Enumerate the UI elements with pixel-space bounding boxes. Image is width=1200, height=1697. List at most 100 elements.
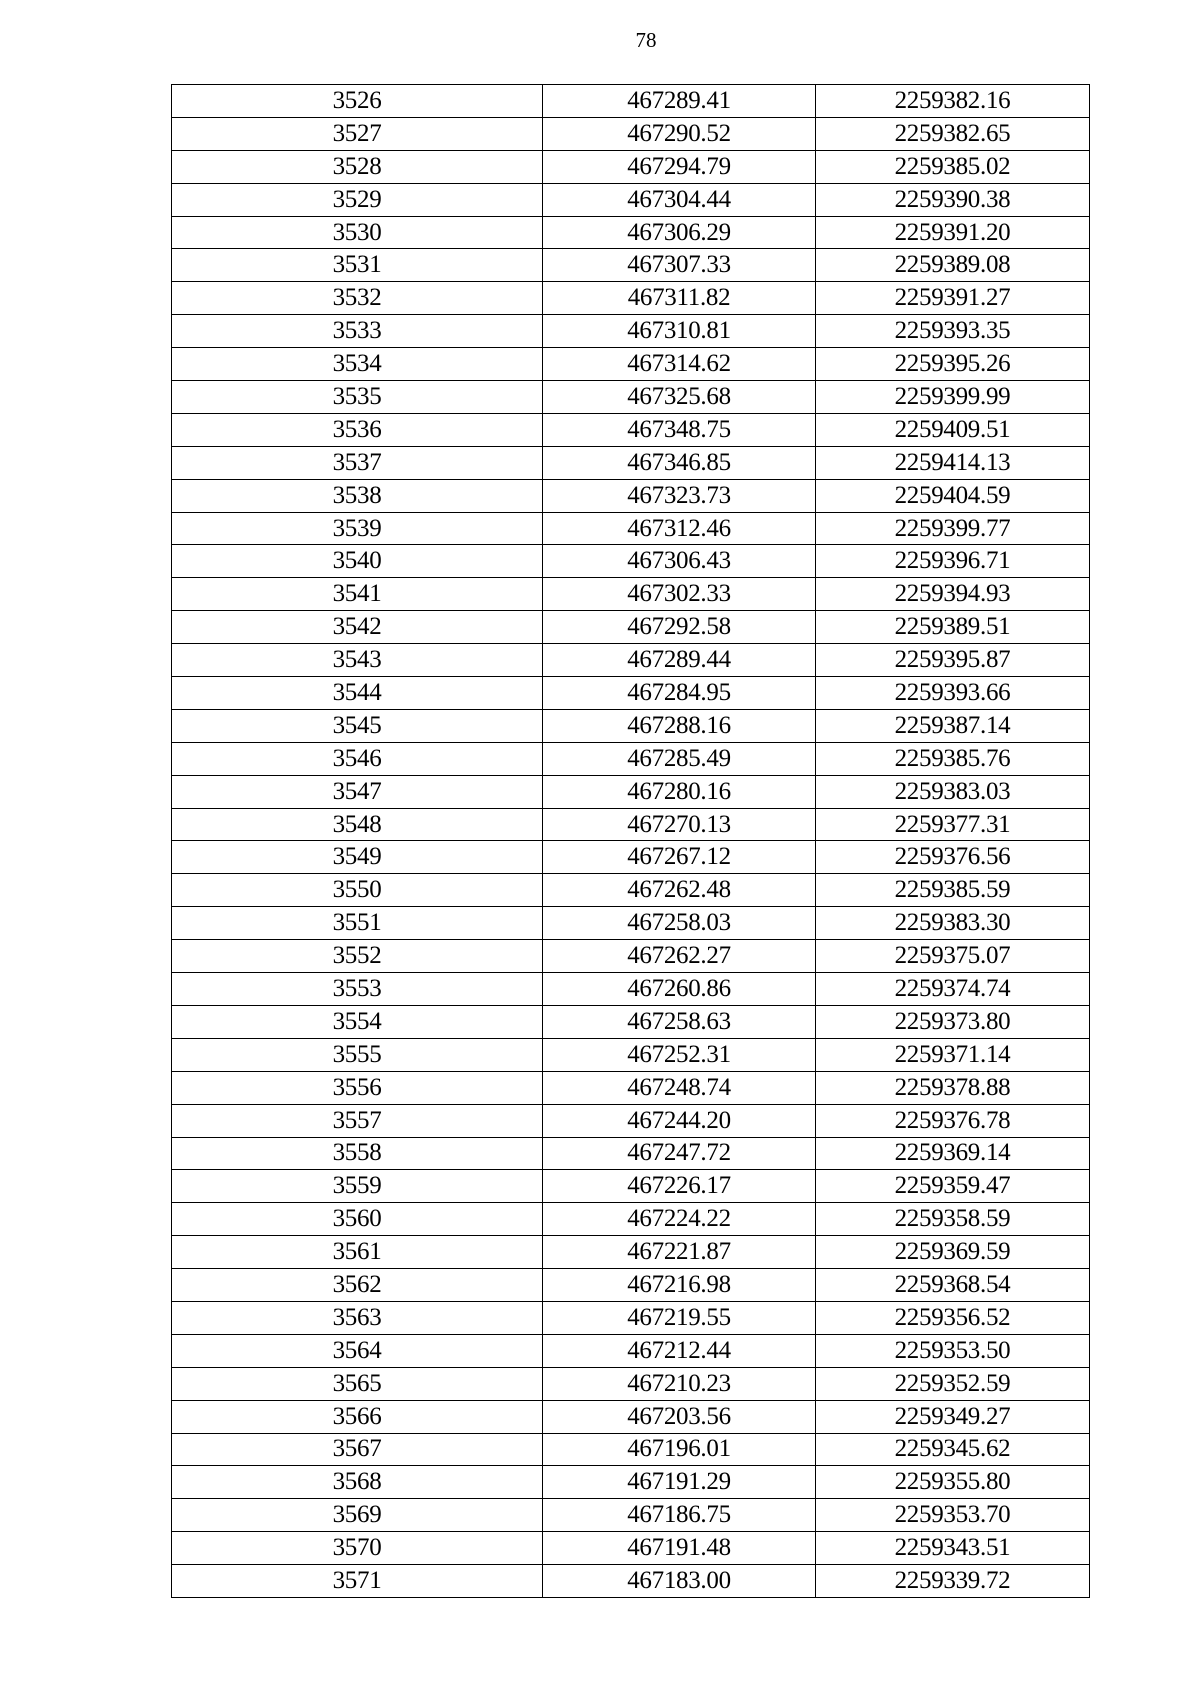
table-row: 3563 467219.55 2259356.52 <box>171 1300 1090 1335</box>
y-coordinate-cell: 2259345.62 <box>815 1432 1090 1467</box>
point-id-cell: 3526 <box>171 84 543 118</box>
table-row: 3561 467221.87 2259369.59 <box>171 1235 1090 1270</box>
x-coordinate-cell: 467284.95 <box>542 676 816 710</box>
x-coordinate-cell: 467307.33 <box>542 248 816 283</box>
table-row: 3545 467288.16 2259387.14 <box>171 708 1090 743</box>
x-coordinate-cell: 467252.31 <box>542 1037 816 1072</box>
table-row: 3538 467323.73 2259404.59 <box>171 478 1090 513</box>
y-coordinate-cell: 2259377.31 <box>815 807 1090 842</box>
point-id-cell: 3528 <box>171 149 543 184</box>
table-row: 3551 467258.03 2259383.30 <box>171 906 1090 941</box>
table-row: 3553 467260.86 2259374.74 <box>171 972 1090 1006</box>
point-id-cell: 3571 <box>171 1564 543 1598</box>
point-id-cell: 3554 <box>171 1004 543 1039</box>
y-coordinate-cell: 2259387.14 <box>815 708 1090 743</box>
y-coordinate-cell: 2259382.65 <box>815 116 1090 151</box>
x-coordinate-cell: 467224.22 <box>542 1202 816 1237</box>
y-coordinate-cell: 2259358.59 <box>815 1202 1090 1237</box>
y-coordinate-cell: 2259352.59 <box>815 1366 1090 1401</box>
x-coordinate-cell: 467244.20 <box>542 1103 816 1138</box>
point-id-cell: 3564 <box>171 1333 543 1368</box>
point-id-cell: 3558 <box>171 1136 543 1171</box>
point-id-cell: 3551 <box>171 906 543 941</box>
point-id-cell: 3557 <box>171 1103 543 1138</box>
table-row: 3568 467191.29 2259355.80 <box>171 1465 1090 1500</box>
y-coordinate-cell: 2259385.02 <box>815 149 1090 184</box>
point-id-cell: 3529 <box>171 182 543 217</box>
y-coordinate-cell: 2259395.26 <box>815 347 1090 382</box>
x-coordinate-cell: 467186.75 <box>542 1498 816 1533</box>
point-id-cell: 3537 <box>171 445 543 480</box>
table-row: 3560 467224.22 2259358.59 <box>171 1202 1090 1237</box>
table-row: 3562 467216.98 2259368.54 <box>171 1268 1090 1302</box>
table-row: 3535 467325.68 2259399.99 <box>171 380 1090 414</box>
y-coordinate-cell: 2259383.03 <box>815 774 1090 809</box>
point-id-cell: 3562 <box>171 1268 543 1302</box>
point-id-cell: 3568 <box>171 1465 543 1500</box>
point-id-cell: 3530 <box>171 215 543 250</box>
table-row: 3536 467348.75 2259409.51 <box>171 412 1090 447</box>
table-row: 3552 467262.27 2259375.07 <box>171 939 1090 974</box>
x-coordinate-cell: 467325.68 <box>542 380 816 414</box>
point-id-cell: 3542 <box>171 610 543 645</box>
x-coordinate-cell: 467304.44 <box>542 182 816 217</box>
y-coordinate-cell: 2259343.51 <box>815 1531 1090 1566</box>
x-coordinate-cell: 467219.55 <box>542 1300 816 1335</box>
point-id-cell: 3538 <box>171 478 543 513</box>
table-row: 3527 467290.52 2259382.65 <box>171 116 1090 151</box>
x-coordinate-cell: 467248.74 <box>542 1070 816 1105</box>
table-row: 3566 467203.56 2259349.27 <box>171 1399 1090 1434</box>
x-coordinate-cell: 467267.12 <box>542 840 816 875</box>
table-row: 3571 467183.00 2259339.72 <box>171 1564 1090 1598</box>
point-id-cell: 3548 <box>171 807 543 842</box>
y-coordinate-cell: 2259399.99 <box>815 380 1090 414</box>
point-id-cell: 3536 <box>171 412 543 447</box>
x-coordinate-cell: 467226.17 <box>542 1169 816 1204</box>
table-row: 3529 467304.44 2259390.38 <box>171 182 1090 217</box>
point-id-cell: 3527 <box>171 116 543 151</box>
x-coordinate-cell: 467212.44 <box>542 1333 816 1368</box>
y-coordinate-cell: 2259391.20 <box>815 215 1090 250</box>
coordinates-table: 3526 467289.41 2259382.16 3527 467290.52 2259… <box>171 84 1090 1598</box>
point-id-cell: 3535 <box>171 380 543 414</box>
x-coordinate-cell: 467262.48 <box>542 873 816 908</box>
point-id-cell: 3569 <box>171 1498 543 1533</box>
x-coordinate-cell: 467310.81 <box>542 314 816 349</box>
table-row: 3564 467212.44 2259353.50 <box>171 1333 1090 1368</box>
y-coordinate-cell: 2259382.16 <box>815 84 1090 118</box>
y-coordinate-cell: 2259371.14 <box>815 1037 1090 1072</box>
table-row: 3537 467346.85 2259414.13 <box>171 445 1090 480</box>
x-coordinate-cell: 467323.73 <box>542 478 816 513</box>
y-coordinate-cell: 2259409.51 <box>815 412 1090 447</box>
y-coordinate-cell: 2259355.80 <box>815 1465 1090 1500</box>
x-coordinate-cell: 467216.98 <box>542 1268 816 1302</box>
y-coordinate-cell: 2259376.78 <box>815 1103 1090 1138</box>
table-row: 3542 467292.58 2259389.51 <box>171 610 1090 645</box>
y-coordinate-cell: 2259393.35 <box>815 314 1090 349</box>
point-id-cell: 3555 <box>171 1037 543 1072</box>
x-coordinate-cell: 467191.48 <box>542 1531 816 1566</box>
x-coordinate-cell: 467302.33 <box>542 577 816 612</box>
point-id-cell: 3544 <box>171 676 543 710</box>
point-id-cell: 3531 <box>171 248 543 283</box>
y-coordinate-cell: 2259404.59 <box>815 478 1090 513</box>
table-row: 3540 467306.43 2259396.71 <box>171 544 1090 579</box>
x-coordinate-cell: 467270.13 <box>542 807 816 842</box>
x-coordinate-cell: 467191.29 <box>542 1465 816 1500</box>
x-coordinate-cell: 467288.16 <box>542 708 816 743</box>
y-coordinate-cell: 2259369.14 <box>815 1136 1090 1171</box>
table-row: 3557 467244.20 2259376.78 <box>171 1103 1090 1138</box>
y-coordinate-cell: 2259374.74 <box>815 972 1090 1006</box>
y-coordinate-cell: 2259390.38 <box>815 182 1090 217</box>
y-coordinate-cell: 2259391.27 <box>815 281 1090 316</box>
x-coordinate-cell: 467262.27 <box>542 939 816 974</box>
y-coordinate-cell: 2259383.30 <box>815 906 1090 941</box>
x-coordinate-cell: 467348.75 <box>542 412 816 447</box>
table-row: 3554 467258.63 2259373.80 <box>171 1004 1090 1039</box>
point-id-cell: 3566 <box>171 1399 543 1434</box>
y-coordinate-cell: 2259339.72 <box>815 1564 1090 1598</box>
table-row: 3556 467248.74 2259378.88 <box>171 1070 1090 1105</box>
x-coordinate-cell: 467210.23 <box>542 1366 816 1401</box>
table-row: 3530 467306.29 2259391.20 <box>171 215 1090 250</box>
y-coordinate-cell: 2259389.51 <box>815 610 1090 645</box>
